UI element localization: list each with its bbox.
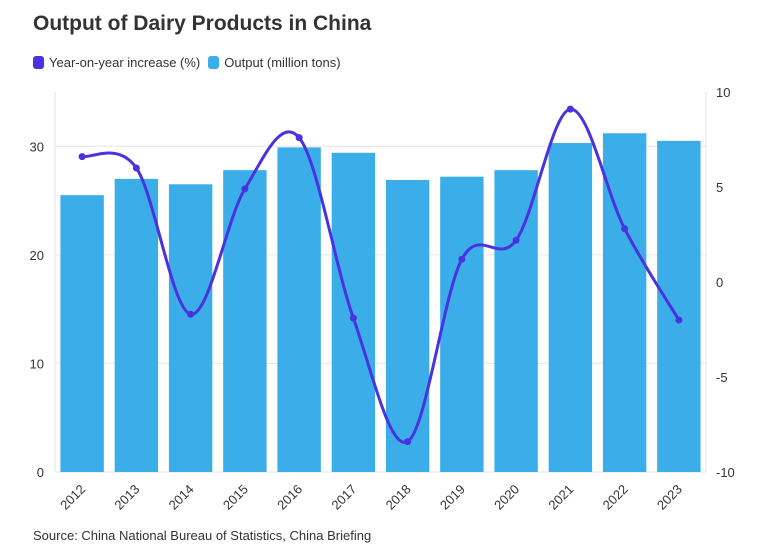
x-tick-label: 2020 xyxy=(491,482,522,513)
y-left-tick-label: 10 xyxy=(30,356,44,371)
x-tick-label: 2017 xyxy=(328,482,359,513)
yoy-point-2015 xyxy=(241,185,249,193)
yoy-point-2013 xyxy=(132,164,140,172)
yoy-point-2017 xyxy=(349,314,357,322)
legend-label-line: Year-on-year increase (%) xyxy=(49,55,201,70)
legend-item-line[interactable]: Year-on-year increase (%) xyxy=(33,55,200,70)
yoy-point-2022 xyxy=(621,225,629,233)
bar-2016 xyxy=(277,147,321,472)
source-note: Source: China National Bureau of Statist… xyxy=(33,528,372,543)
x-tick-label: 2015 xyxy=(220,482,251,513)
y-right-tick-label: -5 xyxy=(716,370,728,385)
x-tick-label: 2014 xyxy=(166,482,197,513)
legend-label-bar: Output (million tons) xyxy=(224,55,341,70)
y-left-tick-label: 30 xyxy=(30,139,44,154)
x-tick-label: 2016 xyxy=(274,482,305,513)
bar-2015 xyxy=(223,170,267,472)
yoy-point-2023 xyxy=(675,316,683,324)
x-tick-label: 2012 xyxy=(57,482,88,513)
x-tick-label: 2018 xyxy=(383,482,414,513)
chart-legend: Year-on-year increase (%) Output (millio… xyxy=(33,55,349,70)
bar-2014 xyxy=(168,184,213,473)
bar-2020 xyxy=(494,170,538,472)
yoy-point-2021 xyxy=(566,105,574,113)
bar-2019 xyxy=(440,176,484,472)
yoy-point-2018 xyxy=(404,438,412,446)
bar-2017 xyxy=(331,152,376,473)
y-left-tick-label: 0 xyxy=(37,465,44,480)
yoy-point-2020 xyxy=(512,236,520,244)
chart-title: Output of Dairy Products in China xyxy=(33,12,372,35)
x-tick-label: 2022 xyxy=(600,482,631,513)
yoy-point-2019 xyxy=(458,255,466,263)
x-tick-label: 2023 xyxy=(654,482,685,513)
yoy-point-2012 xyxy=(78,153,86,161)
x-tick-label: 2019 xyxy=(437,482,468,513)
bar-2012 xyxy=(60,195,104,472)
y-right-tick-label: 10 xyxy=(716,85,730,100)
yoy-point-2016 xyxy=(295,134,303,142)
legend-item-bar[interactable]: Output (million tons) xyxy=(208,55,341,70)
legend-swatch-line xyxy=(33,56,44,69)
x-tick-label: 2013 xyxy=(111,482,142,513)
x-tick-label: 2021 xyxy=(545,482,576,513)
y-right-tick-label: 5 xyxy=(716,180,723,195)
yoy-point-2014 xyxy=(187,310,195,318)
y-left-tick-label: 20 xyxy=(30,248,44,263)
bar-2018 xyxy=(385,179,430,472)
legend-swatch-bar xyxy=(208,56,220,69)
bar-2023 xyxy=(657,140,701,472)
y-right-tick-label: -10 xyxy=(716,465,735,480)
y-right-tick-label: 0 xyxy=(716,275,723,290)
bar-2022 xyxy=(602,133,647,472)
bar-2013 xyxy=(114,178,159,472)
bar-2021 xyxy=(548,143,593,472)
